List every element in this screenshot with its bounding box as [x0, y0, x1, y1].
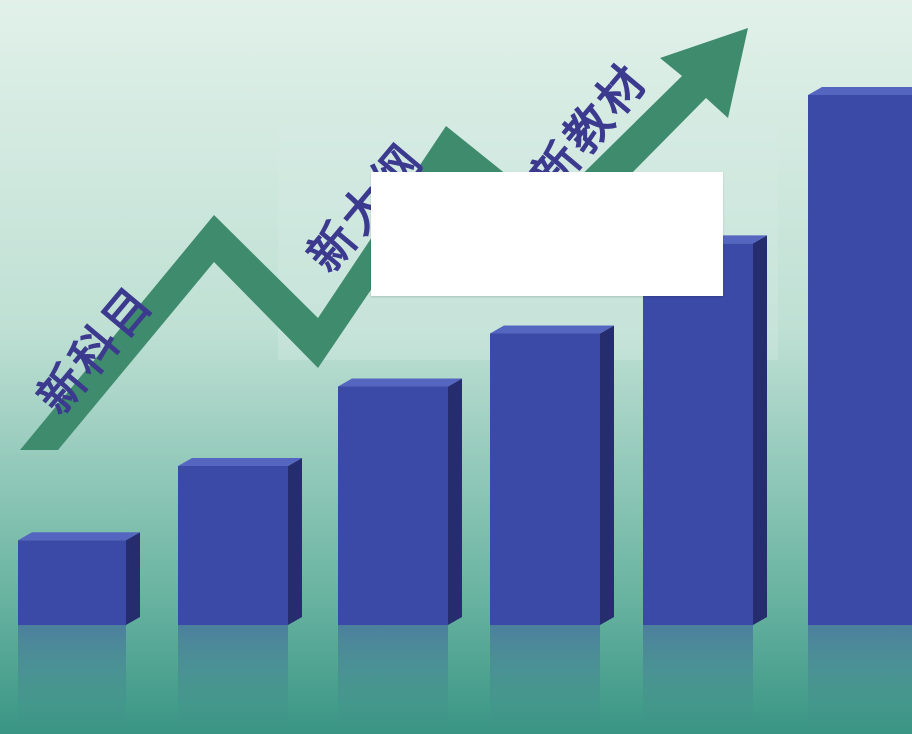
- bar-3-side: [448, 378, 462, 625]
- bar-3-top: [338, 378, 462, 387]
- bar-3: [338, 386, 448, 625]
- bar-1-top: [18, 532, 140, 541]
- bar-2-side: [288, 458, 302, 625]
- bar-2-top: [178, 458, 302, 466]
- bar-reflections: [18, 625, 912, 734]
- bar-6: [808, 95, 912, 625]
- blank-title-box: [371, 172, 723, 296]
- bar-1-side: [126, 532, 140, 625]
- bar-4-reflection: [490, 625, 600, 734]
- bar-5-reflection: [643, 625, 753, 734]
- bar-3-reflection: [338, 625, 448, 734]
- bar-1: [18, 540, 126, 625]
- bar-2-reflection: [178, 625, 288, 734]
- bar-5: [643, 243, 753, 625]
- bar-6-reflection: [808, 625, 912, 734]
- bar-6-top: [808, 87, 912, 95]
- bar-2: [178, 466, 288, 625]
- bar-4-top: [490, 325, 614, 334]
- bar-group: [18, 87, 912, 625]
- bar-4-side: [600, 325, 614, 625]
- bar-1-reflection: [18, 625, 126, 734]
- bar-5-side: [753, 235, 767, 625]
- bar-4: [490, 333, 600, 625]
